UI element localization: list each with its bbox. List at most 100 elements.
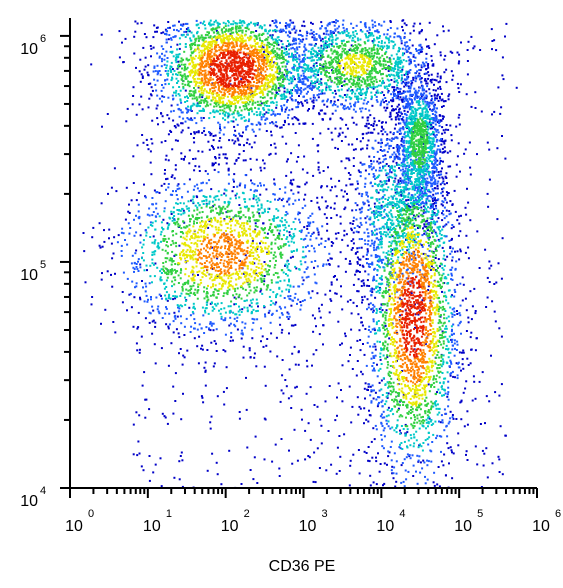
event-dot bbox=[292, 235, 295, 238]
event-dot bbox=[404, 113, 407, 116]
event-dot bbox=[297, 106, 299, 109]
event-dot bbox=[419, 193, 422, 196]
event-dot bbox=[376, 150, 379, 153]
event-dot bbox=[153, 78, 156, 81]
event-dot bbox=[457, 362, 459, 365]
event-dot bbox=[465, 309, 468, 312]
event-dot bbox=[418, 44, 421, 47]
event-dot bbox=[202, 401, 205, 404]
event-dot bbox=[435, 119, 438, 122]
event-dot bbox=[290, 179, 292, 182]
event-dot bbox=[400, 161, 403, 164]
event-dot bbox=[356, 95, 359, 98]
event-dot bbox=[420, 202, 423, 205]
event-dot bbox=[370, 440, 373, 443]
event-dot bbox=[368, 266, 371, 268]
event-dot bbox=[457, 234, 460, 237]
event-dot bbox=[436, 75, 439, 78]
event-dot bbox=[392, 138, 395, 140]
event-dot bbox=[319, 27, 322, 30]
event-dot bbox=[363, 231, 366, 234]
event-dot bbox=[152, 203, 154, 206]
event-dot bbox=[400, 112, 403, 115]
event-dot bbox=[301, 276, 304, 279]
event-dot bbox=[183, 356, 186, 359]
event-dot bbox=[132, 325, 135, 328]
event-dot bbox=[335, 195, 338, 198]
event-dot bbox=[142, 239, 145, 242]
event-dot bbox=[179, 348, 182, 350]
event-dot bbox=[154, 70, 157, 73]
event-dot bbox=[332, 30, 335, 33]
event-dot bbox=[340, 389, 342, 391]
event-dot bbox=[391, 472, 394, 475]
event-dot bbox=[180, 101, 183, 104]
event-dot bbox=[304, 47, 307, 50]
event-dot bbox=[304, 75, 307, 78]
event-dot bbox=[315, 62, 318, 65]
event-dot bbox=[291, 53, 293, 56]
event-dot bbox=[317, 233, 320, 236]
event-dot bbox=[305, 276, 308, 279]
event-dot bbox=[343, 108, 346, 111]
event-dot bbox=[386, 356, 389, 359]
event-dot bbox=[242, 131, 244, 134]
event-dot bbox=[218, 309, 220, 312]
event-dot bbox=[346, 89, 349, 92]
event-dot bbox=[414, 72, 417, 75]
event-dot bbox=[263, 56, 266, 59]
event-dot bbox=[277, 199, 280, 201]
event-dot bbox=[346, 244, 349, 247]
event-dot bbox=[371, 104, 374, 107]
event-dot bbox=[372, 311, 374, 314]
event-dot bbox=[433, 83, 435, 86]
event-dot bbox=[358, 246, 361, 249]
event-dot bbox=[306, 109, 309, 112]
event-dot bbox=[391, 109, 393, 112]
event-dot bbox=[466, 423, 469, 426]
event-dot bbox=[243, 144, 245, 147]
event-dot bbox=[373, 357, 376, 359]
event-dot bbox=[467, 257, 470, 260]
event-dot bbox=[376, 340, 379, 343]
event-dot bbox=[427, 71, 430, 74]
event-dot bbox=[298, 42, 301, 45]
event-dot bbox=[203, 366, 206, 369]
event-dot bbox=[404, 48, 407, 51]
event-dot bbox=[385, 100, 388, 102]
event-dot bbox=[348, 385, 351, 388]
event-dot bbox=[398, 48, 401, 50]
event-dot bbox=[443, 140, 446, 143]
event-dot bbox=[204, 170, 207, 173]
event-dot bbox=[316, 447, 319, 450]
event-dot bbox=[328, 252, 331, 255]
event-dot bbox=[436, 413, 439, 416]
event-dot bbox=[170, 71, 173, 73]
event-dot bbox=[175, 94, 178, 97]
event-dot bbox=[167, 82, 170, 85]
event-dot bbox=[425, 103, 428, 106]
event-dot bbox=[285, 142, 288, 145]
event-dot bbox=[406, 431, 409, 434]
event-dot bbox=[83, 250, 86, 253]
event-dot bbox=[120, 244, 123, 247]
event-dot bbox=[234, 325, 237, 328]
event-dot bbox=[310, 21, 312, 24]
event-dot bbox=[419, 269, 422, 272]
event-dot bbox=[262, 50, 265, 53]
event-dot bbox=[136, 268, 139, 270]
event-dot bbox=[403, 107, 406, 109]
event-dot bbox=[407, 85, 410, 88]
event-dot bbox=[500, 106, 503, 109]
event-dot bbox=[446, 435, 449, 438]
event-dot bbox=[262, 159, 264, 162]
event-dot bbox=[363, 295, 366, 298]
event-dot bbox=[256, 189, 258, 192]
event-dot bbox=[300, 101, 303, 104]
event-dot bbox=[465, 380, 468, 383]
event-dot bbox=[417, 207, 420, 209]
event-dot bbox=[336, 27, 339, 30]
event-dot bbox=[151, 89, 154, 92]
event-dot bbox=[397, 103, 400, 106]
event-dot bbox=[162, 31, 165, 34]
